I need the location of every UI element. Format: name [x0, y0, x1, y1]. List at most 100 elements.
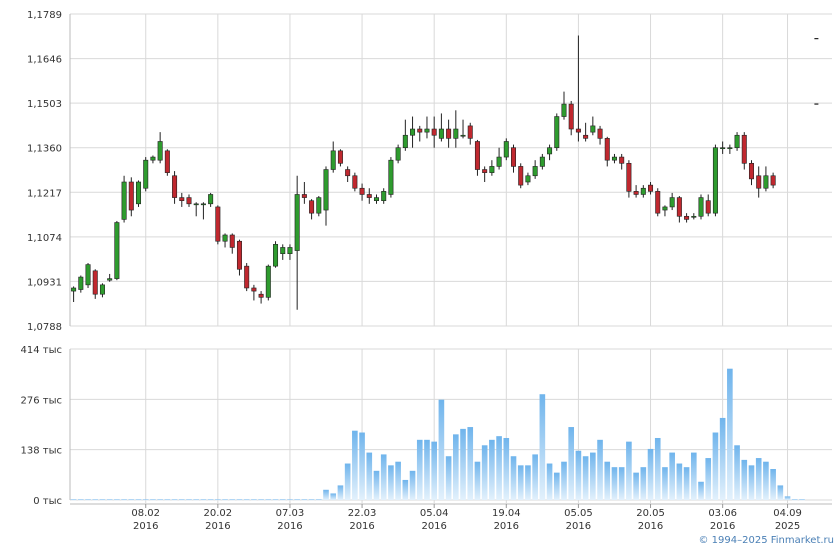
volume-bar — [690, 452, 697, 500]
candlestick-series — [71, 35, 819, 310]
volume-bar — [178, 499, 185, 501]
candle-up — [287, 247, 293, 254]
x-tick-year: 2016 — [133, 521, 158, 532]
volume-bar — [344, 463, 351, 500]
volume-bar — [467, 427, 474, 500]
candle-down — [756, 175, 762, 189]
candle-up — [280, 247, 286, 254]
candle-up — [691, 215, 697, 218]
volume-bar — [92, 499, 99, 501]
candle-down — [301, 194, 307, 198]
candle-down — [741, 134, 747, 164]
volume-bar — [590, 452, 596, 500]
candle-up — [294, 194, 300, 251]
volume-bar — [106, 499, 113, 501]
volume-bar — [366, 452, 373, 500]
candle-up — [85, 264, 91, 286]
volume-bar — [287, 499, 293, 501]
candle-up — [698, 197, 704, 217]
volume-bar — [453, 434, 459, 500]
candle-down — [128, 181, 134, 211]
candle-down — [215, 206, 221, 242]
x-tick-year: 2016 — [566, 521, 591, 532]
x-tick-year: 2016 — [710, 521, 735, 532]
candle-down — [309, 200, 315, 214]
candle-down — [467, 125, 473, 139]
volume-bar — [799, 499, 805, 501]
volume-bar — [388, 465, 394, 500]
volume-bar — [553, 472, 560, 500]
volume-bar — [222, 499, 228, 501]
volume-bar — [662, 467, 668, 500]
volume-bar — [164, 499, 171, 501]
volume-bar — [683, 467, 690, 500]
volume-bar — [539, 394, 546, 500]
candle-up — [136, 181, 142, 205]
volume-bar — [114, 499, 120, 501]
candle-down — [164, 150, 170, 173]
candle-down — [748, 162, 754, 180]
axis-labels: 1,1789 1,1646 1,1503 1,1360 1,1217 1,1074 1,09… — [21, 10, 802, 532]
volume-bar — [525, 465, 531, 500]
price-tick-label: 1,0931 — [27, 277, 62, 288]
candle-up — [720, 147, 726, 150]
x-tick-date: 03.06 — [708, 508, 737, 519]
candle-down — [597, 128, 603, 139]
volume-bar — [734, 445, 740, 500]
volume-bar — [510, 456, 517, 500]
volume-bar — [229, 499, 236, 501]
x-tick-date: 20.05 — [636, 508, 665, 519]
volume-bar — [315, 499, 322, 501]
volume-bar — [70, 499, 77, 501]
candle-up — [727, 147, 733, 150]
volume-bar — [712, 432, 719, 500]
volume-bar — [755, 458, 762, 500]
x-tick-date: 08.02 — [131, 508, 160, 519]
volume-bar — [200, 499, 207, 501]
candle-up — [208, 194, 214, 205]
volume-bar — [784, 496, 791, 500]
volume-bar — [770, 468, 776, 500]
candle-down — [511, 147, 517, 167]
volume-bar — [748, 465, 755, 500]
volume-bar — [503, 437, 510, 500]
volume-bar — [705, 458, 712, 500]
volume-bar — [85, 499, 91, 501]
candle-down — [474, 141, 480, 170]
volume-bar — [568, 427, 575, 500]
volume-bar — [654, 437, 661, 500]
candle-down — [684, 215, 690, 220]
candle-down — [92, 270, 98, 295]
candle-up — [547, 147, 553, 155]
candle-up — [99, 284, 105, 295]
volume-bar — [359, 432, 365, 500]
candle-up — [78, 276, 84, 290]
volume-bar — [604, 461, 611, 500]
candle-up — [532, 166, 538, 177]
volume-bar — [150, 499, 156, 501]
candle-up — [71, 287, 77, 292]
candle-up — [539, 156, 545, 167]
volume-bar — [669, 452, 675, 500]
price-tick-label: 1,1789 — [27, 10, 62, 21]
x-tick-date: 19.04 — [492, 508, 521, 519]
candle-down — [359, 187, 365, 195]
x-tick-year: 2016 — [349, 521, 374, 532]
candle-up — [273, 244, 279, 267]
candle-up — [640, 187, 646, 195]
candle-up — [489, 166, 495, 173]
x-tick-year: 2016 — [638, 521, 663, 532]
volume-bar — [489, 439, 495, 500]
candle-down — [583, 134, 589, 139]
price-tick-label: 1,1074 — [27, 233, 62, 244]
volume-bar — [272, 499, 279, 501]
candle-down — [648, 184, 654, 192]
copyright-credit[interactable]: © 1994–2025 Finmarket.ru — [698, 535, 834, 546]
volume-bar — [532, 454, 538, 500]
volume-bar — [546, 463, 553, 500]
candle-down — [626, 162, 632, 192]
candle-down — [244, 265, 250, 289]
price-tick-label: 1,0788 — [27, 322, 62, 333]
volume-bar — [633, 472, 639, 500]
